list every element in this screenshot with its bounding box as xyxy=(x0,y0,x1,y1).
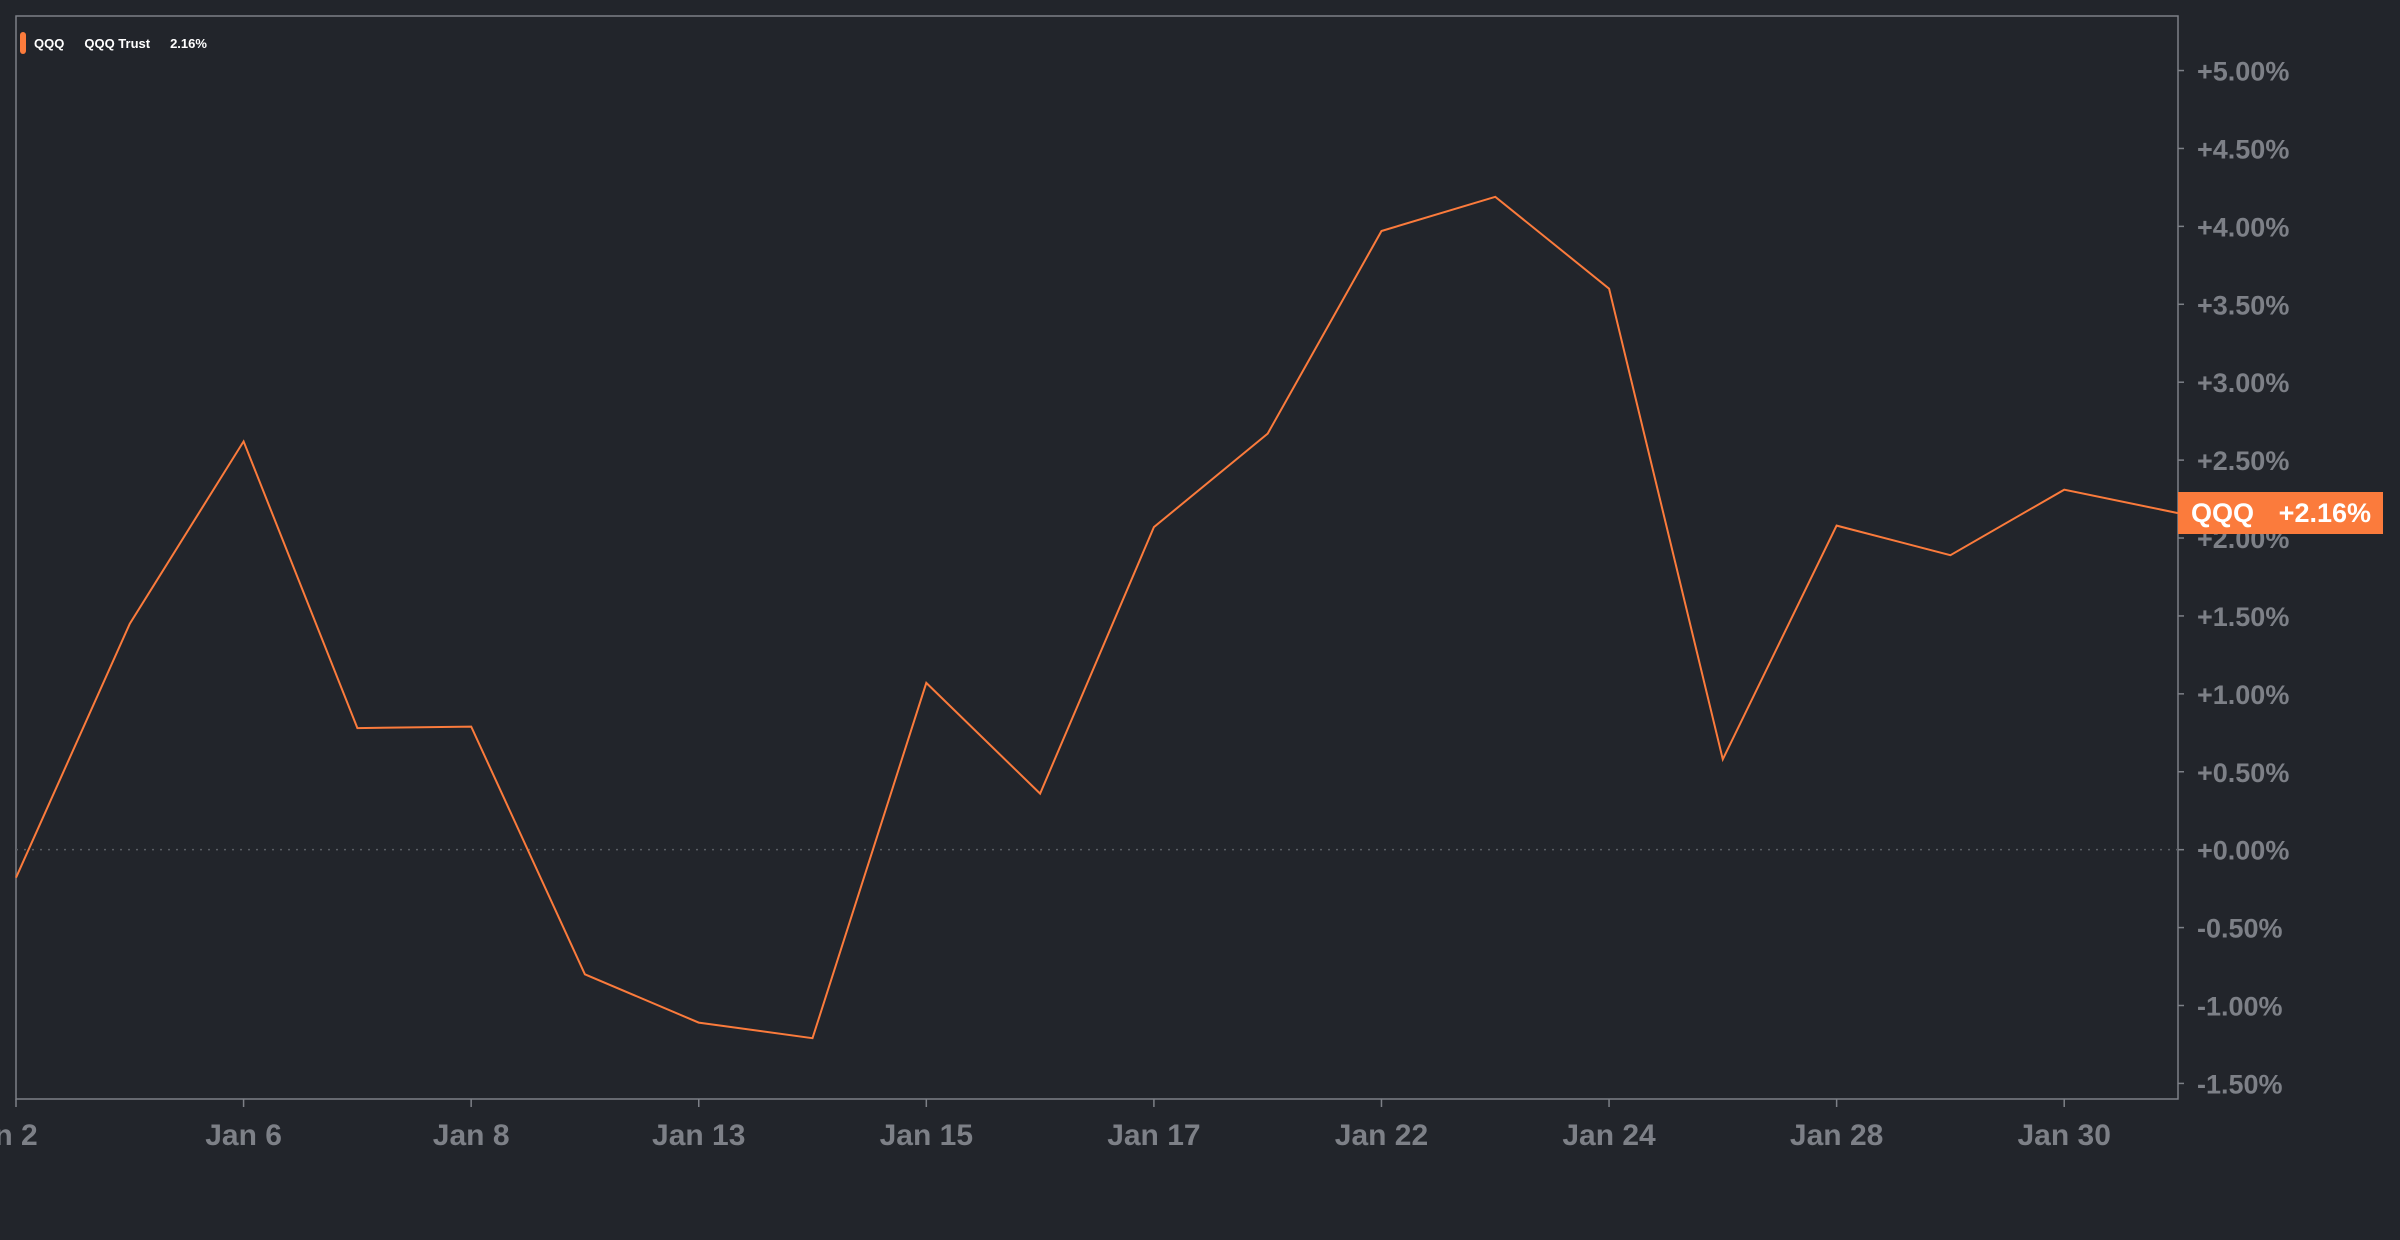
price-tag-value: +2.16% xyxy=(2278,497,2371,528)
legend: QQQ QQQ Trust 2.16% xyxy=(20,32,207,54)
x-tick-label: Jan 8 xyxy=(433,1119,510,1152)
legend-symbol: QQQ xyxy=(34,35,65,51)
x-tick-label: Jan 24 xyxy=(1562,1119,1656,1152)
y-tick-label: +0.50% xyxy=(2197,758,2289,788)
x-tick-label: Jan 17 xyxy=(1107,1119,1200,1152)
price-tag: QQQ +2.16% xyxy=(2178,492,2383,535)
y-tick-label: +1.50% xyxy=(2197,602,2289,632)
y-tick-label: +5.00% xyxy=(2197,57,2289,87)
x-tick-label: Jan 13 xyxy=(652,1119,745,1152)
legend-value: 2.16% xyxy=(170,35,207,51)
y-tick-label: -1.50% xyxy=(2197,1069,2283,1099)
legend-swatch xyxy=(20,32,26,54)
x-axis: n 2 Jan 6 Jan 8 Jan 13 Jan 15 Jan 17 Jan 22 Jan… xyxy=(0,1099,2111,1152)
x-tick-label: Jan 15 xyxy=(880,1119,973,1152)
legend-name: QQQ Trust xyxy=(84,35,151,51)
y-tick-label: +4.00% xyxy=(2197,212,2289,242)
y-tick-label: -0.50% xyxy=(2197,914,2283,944)
y-tick-label: +0.00% xyxy=(2197,836,2289,866)
x-tick-label: Jan 22 xyxy=(1335,1119,1428,1152)
y-tick-label: +2.50% xyxy=(2197,446,2289,476)
x-tick-label: Jan 30 xyxy=(2018,1119,2111,1152)
series-line-qqq xyxy=(15,195,2179,1040)
y-tick-label: +1.00% xyxy=(2197,680,2289,710)
y-tick-label: +3.50% xyxy=(2197,290,2289,320)
plot-frame xyxy=(15,15,2179,1100)
price-tag-symbol: QQQ xyxy=(2191,497,2255,528)
x-tick-label: Jan 28 xyxy=(1790,1119,1883,1152)
y-tick-label: -1.00% xyxy=(2197,992,2283,1022)
y-tick-label: +4.50% xyxy=(2197,134,2289,164)
y-axis: +5.00%+4.50%+4.00%+3.50%+3.00%+2.50%+2.0… xyxy=(2178,57,2289,1099)
x-tick-label: Jan 6 xyxy=(205,1119,282,1152)
x-tick-label: n 2 xyxy=(0,1119,38,1152)
y-tick-label: +3.00% xyxy=(2197,368,2289,398)
